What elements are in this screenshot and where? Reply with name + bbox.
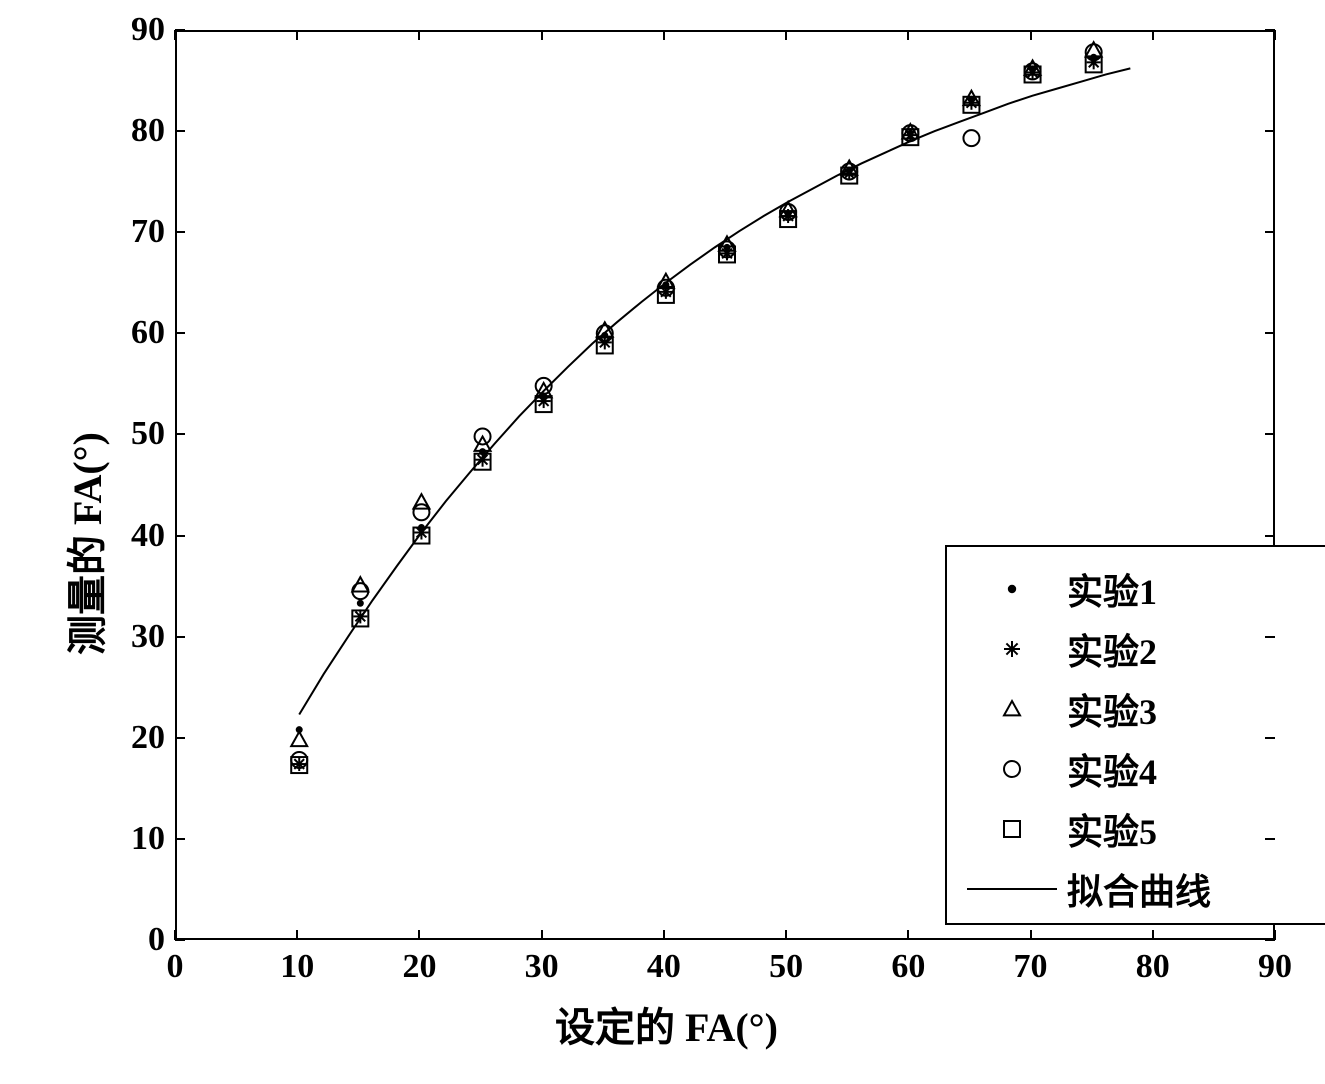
y-tick <box>175 636 185 638</box>
y-tick-right <box>1265 332 1275 334</box>
y-tick-right <box>1265 433 1275 435</box>
legend-label: 拟合曲线 <box>1067 863 1211 915</box>
x-tick-top <box>541 30 543 40</box>
y-tick-label: 10 <box>115 820 165 858</box>
x-tick-label: 10 <box>277 948 317 986</box>
x-tick <box>296 930 298 940</box>
legend-label: 实验4 <box>1067 743 1157 795</box>
x-tick-top <box>663 30 665 40</box>
x-tick-label: 90 <box>1255 948 1295 986</box>
x-tick-top <box>296 30 298 40</box>
x-tick-top <box>907 30 909 40</box>
y-tick-right <box>1265 130 1275 132</box>
y-tick <box>175 231 185 233</box>
y-tick-right <box>1265 636 1275 638</box>
y-tick <box>175 939 185 941</box>
x-tick-label: 30 <box>522 948 562 986</box>
legend: 实验1 实验2 实验3 实验4 实验5 拟合曲线 <box>945 545 1325 925</box>
y-tick-label: 60 <box>115 314 165 352</box>
legend-swatch <box>957 739 1067 799</box>
x-tick-label: 20 <box>399 948 439 986</box>
legend-swatch <box>957 859 1067 919</box>
x-tick-label: 70 <box>1011 948 1051 986</box>
legend-item: 实验5 <box>957 799 1157 859</box>
x-tick <box>663 930 665 940</box>
x-tick-label: 40 <box>644 948 684 986</box>
chart-container: 设定的 FA(°) 测量的 FA(°) 实验1实验2实验3实验4实验5拟合曲线 … <box>0 0 1325 1084</box>
y-tick-label: 80 <box>115 112 165 150</box>
y-tick-label: 0 <box>115 921 165 959</box>
x-tick-label: 80 <box>1133 948 1173 986</box>
x-tick <box>907 930 909 940</box>
legend-label: 实验1 <box>1067 563 1157 615</box>
x-tick-label: 60 <box>888 948 928 986</box>
y-tick <box>175 332 185 334</box>
x-tick <box>1152 930 1154 940</box>
y-tick <box>175 29 185 31</box>
legend-swatch <box>957 619 1067 679</box>
x-tick-top <box>1152 30 1154 40</box>
y-tick-right <box>1265 838 1275 840</box>
x-tick-top <box>174 30 176 40</box>
legend-swatch <box>957 559 1067 619</box>
y-tick <box>175 535 185 537</box>
legend-item: 实验4 <box>957 739 1157 799</box>
legend-item: 实验1 <box>957 559 1157 619</box>
y-tick-label: 50 <box>115 415 165 453</box>
x-tick <box>785 930 787 940</box>
y-tick-label: 70 <box>115 213 165 251</box>
legend-swatch <box>957 679 1067 739</box>
legend-item: 实验2 <box>957 619 1157 679</box>
y-tick-right <box>1265 535 1275 537</box>
x-tick <box>541 930 543 940</box>
legend-label: 实验3 <box>1067 683 1157 735</box>
y-tick-label: 20 <box>115 719 165 757</box>
x-tick-top <box>1274 30 1276 40</box>
legend-item: 实验3 <box>957 679 1157 739</box>
legend-label: 实验2 <box>1067 623 1157 675</box>
x-tick-top <box>418 30 420 40</box>
legend-item: 拟合曲线 <box>957 859 1211 919</box>
legend-label: 实验5 <box>1067 803 1157 855</box>
y-tick-label: 40 <box>115 517 165 555</box>
y-tick-right <box>1265 29 1275 31</box>
y-axis-label: 测量的 FA(°) <box>55 432 113 655</box>
x-axis-label: 设定的 FA(°) <box>555 995 778 1053</box>
y-tick <box>175 433 185 435</box>
y-tick-right <box>1265 231 1275 233</box>
y-tick <box>175 130 185 132</box>
x-tick-top <box>1030 30 1032 40</box>
x-tick-label: 50 <box>766 948 806 986</box>
x-tick <box>1030 930 1032 940</box>
y-tick-label: 30 <box>115 618 165 656</box>
y-tick <box>175 737 185 739</box>
y-tick-label: 90 <box>115 11 165 49</box>
legend-swatch <box>957 799 1067 859</box>
x-tick-top <box>785 30 787 40</box>
y-tick-right <box>1265 939 1275 941</box>
y-tick-right <box>1265 737 1275 739</box>
x-tick <box>418 930 420 940</box>
y-tick <box>175 838 185 840</box>
